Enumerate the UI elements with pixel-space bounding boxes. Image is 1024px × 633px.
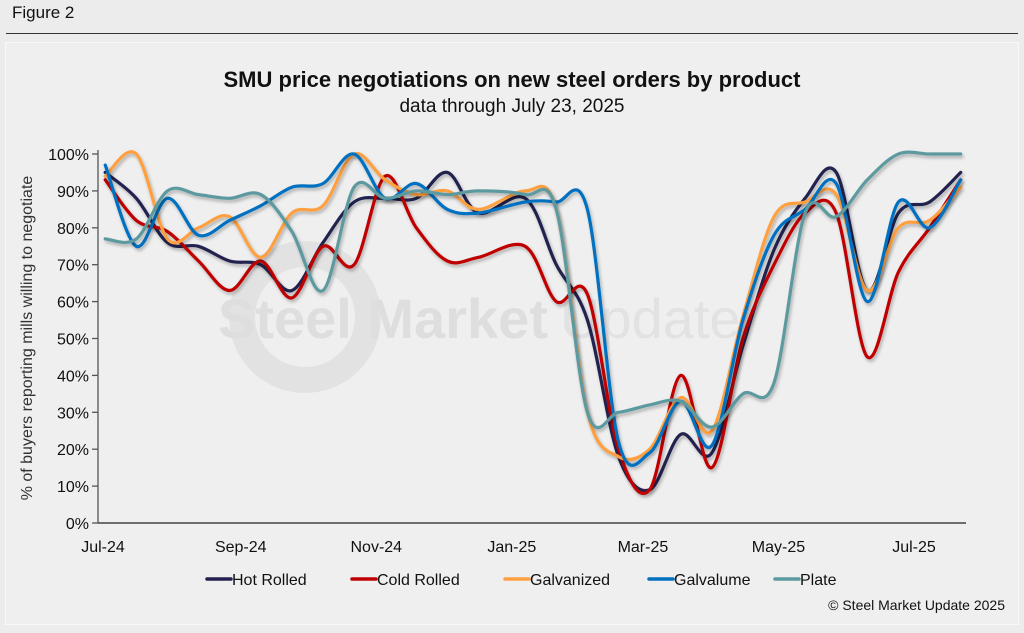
legend-label: Plate — [800, 572, 837, 589]
y-tick-label: 50% — [57, 332, 89, 349]
series-group — [103, 150, 963, 495]
watermark-logo-icon — [229, 241, 381, 393]
y-tick-label: 40% — [57, 368, 89, 385]
y-tick-label: 80% — [57, 221, 89, 238]
watermark-text-bold: Steel Market — [218, 287, 548, 350]
y-tick-label: 60% — [57, 295, 89, 312]
legend-item-galvalume: Galvalume — [647, 572, 751, 589]
y-tick-label: 90% — [57, 184, 89, 201]
y-tick-label: 70% — [57, 258, 89, 275]
series-line-cold-rolled — [103, 174, 963, 495]
y-axis-label: % of buyers reporting mills willing to n… — [19, 176, 36, 501]
series-line-galvalume — [103, 152, 963, 467]
y-tick-label: 0% — [66, 516, 89, 533]
x-tick-label: Nov-24 — [351, 539, 403, 556]
x-tick-label: Jan-25 — [487, 539, 536, 556]
copyright-credit: © Steel Market Update 2025 — [828, 597, 1005, 613]
legend-label: Hot Rolled — [232, 572, 307, 589]
figure-divider — [6, 33, 1018, 34]
legend-label: Galvanized — [530, 572, 610, 589]
y-tick-label: 10% — [57, 479, 89, 496]
legend-item-galvanized: Galvanized — [503, 572, 610, 589]
legend-item-hot-rolled: Hot Rolled — [205, 572, 307, 589]
y-axis: 0% 10% 20% 30% 40% 50% 60% 70% 80% 90% 100% — [48, 147, 98, 533]
chart-title: SMU price negotiations on new steel orde… — [224, 67, 802, 92]
legend-label: Galvalume — [674, 572, 751, 589]
y-tick-label: 30% — [57, 405, 89, 422]
chart-subtitle: data through July 23, 2025 — [399, 96, 624, 117]
legend-item-cold-rolled: Cold Rolled — [350, 572, 460, 589]
x-tick-label: Jul-24 — [81, 539, 125, 556]
x-tick-label: Jul-25 — [892, 539, 936, 556]
x-tick-label: Mar-25 — [618, 539, 669, 556]
watermark: Steel Market Update — [218, 241, 741, 393]
x-tick-label: Sep-24 — [215, 539, 267, 556]
chart-panel — [5, 42, 1019, 625]
x-tick-label: May-25 — [752, 539, 805, 556]
series-line-plate — [103, 150, 963, 430]
legend-label: Cold Rolled — [377, 572, 460, 589]
legend: Hot Rolled Cold Rolled Galvanized Galvalume… — [205, 572, 837, 589]
x-axis: Jul-24 Sep-24 Nov-24 Jan-25 Mar-25 May-25 Jul-… — [81, 539, 936, 556]
figure-label: Figure 2 — [12, 3, 75, 22]
y-tick-label: 100% — [48, 147, 89, 164]
y-tick-label: 20% — [57, 442, 89, 459]
legend-item-plate: Plate — [773, 572, 837, 589]
